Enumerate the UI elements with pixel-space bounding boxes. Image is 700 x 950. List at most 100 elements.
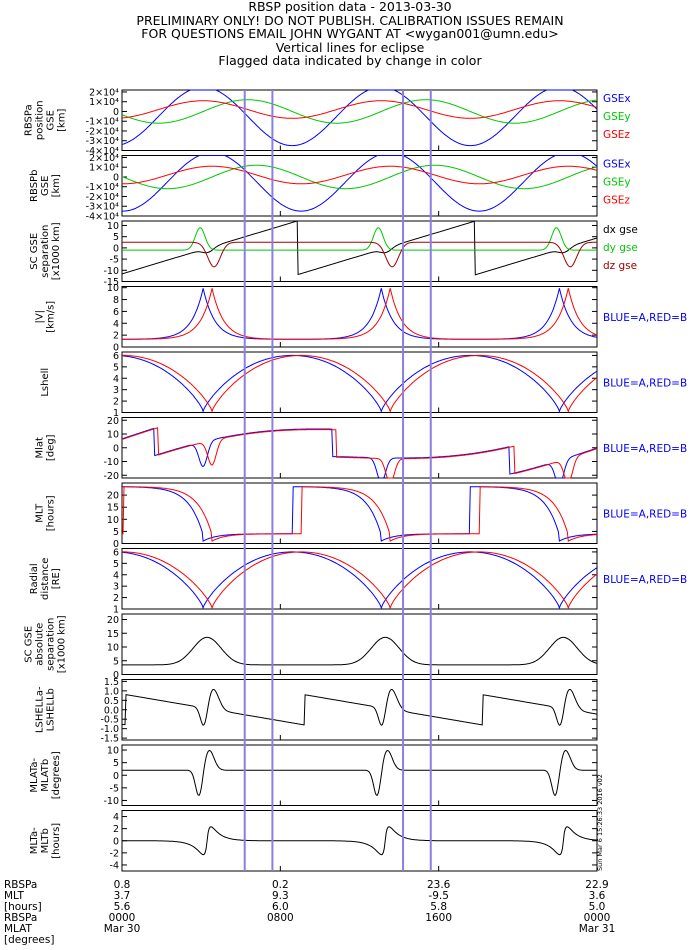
panel-frame-sc-separation (121, 220, 598, 282)
y-axis-label-velocity: [km/s] (46, 301, 57, 333)
y-axis-label-lshell: Lshell (40, 368, 51, 397)
panel-frame-lshell-diff (121, 679, 598, 741)
y-axis-label-rbspa-gse: position (35, 100, 46, 140)
series-line-lshell-0 (121, 354, 598, 413)
warning-line: PRELIMINARY ONLY! DO NOT PUBLISH. CALIBR… (136, 12, 564, 28)
y-tick-label: -20 (103, 471, 119, 482)
legend-entry: GSEx (603, 93, 631, 105)
series-line-rbspa-gse-0 (121, 89, 598, 147)
y-tick-label: -4×10⁴ (86, 146, 120, 157)
series-line-radial-distance-1 (122, 551, 598, 610)
series-line-rbspb-gse-1 (121, 164, 598, 190)
y-tick-label: -1×10⁴ (86, 182, 120, 193)
legend-entry: BLUE=A,RED=B (603, 312, 687, 324)
y-tick-label: 1×10⁴ (89, 163, 119, 174)
series-line-rbspa-gse-2 (121, 100, 598, 119)
contact-line: FOR QUESTIONS EMAIL JOHN WYGANT AT <wyga… (141, 26, 559, 41)
chart-header: RBSP position data - 2013-03-30 PRELIMIN… (0, 0, 700, 68)
panel-frame-mlt (121, 482, 598, 544)
y-tick-label: 5 (113, 527, 119, 538)
eclipse-note: Vertical lines for eclipse (275, 39, 425, 55)
legend-entry: dx gse (603, 224, 638, 236)
y-axis-label-lshell-diff: LSHELLa- (35, 686, 46, 733)
legend-entry: GSEx (603, 159, 631, 171)
flag-note: Flagged data indicated by change in colo… (218, 53, 482, 68)
y-tick-label: 20 (107, 416, 119, 427)
panel-frame-abs-separation (121, 613, 598, 675)
y-axis-label-rbspa-gse: [km] (57, 108, 68, 131)
y-tick-label: 6 (113, 351, 119, 362)
y-axis-label-mlat-diff: MLATa- (29, 758, 40, 793)
y-axis-label-rbspb-gse: [km] (51, 174, 62, 197)
y-axis-label-mlat: [deg] (46, 434, 57, 461)
series-line-lshell-1 (122, 354, 598, 413)
series-line-velocity-1 (122, 288, 598, 340)
y-axis-label-mlt: MLT (35, 503, 46, 523)
y-tick-label: 0.5 (104, 696, 119, 707)
y-tick-label: 1×10⁴ (89, 97, 119, 108)
y-tick-label: 10 (107, 430, 119, 441)
y-axis-label-radial-distance: [RE] (51, 568, 62, 589)
y-tick-label: -1×10⁴ (86, 117, 120, 128)
series-line-mlt-0 (122, 486, 598, 542)
legend-entry: GSEy (603, 111, 631, 123)
y-axis-label-abs-separation: [x1000 km] (57, 615, 68, 673)
y-tick-label: 3 (113, 385, 119, 396)
y-tick-label: 2 (113, 397, 119, 408)
y-axis-label-lshell-diff: LSHELLb (46, 688, 57, 731)
y-tick-label: -4 (110, 860, 119, 871)
panel-frame-lshell (121, 351, 598, 413)
y-axis-label-mlt-diff: MLTb (40, 828, 51, 853)
legend-entry: GSEz (603, 129, 630, 141)
y-tick-label: 4 (113, 812, 119, 823)
y-tick-label: 10 (107, 515, 119, 526)
y-tick-label: 2 (113, 331, 119, 342)
y-axis-label-radial-distance: distance (40, 558, 51, 600)
y-tick-label: 1 (113, 408, 119, 419)
y-axis-label-velocity: |V| (35, 310, 46, 324)
series-line-mlat-diff-0 (122, 749, 597, 796)
y-axis-label-mlat-diff: [degrees] (51, 751, 62, 799)
y-tick-label: 1.0 (104, 686, 119, 697)
y-tick-label: 1 (113, 605, 119, 616)
y-tick-label: -10 (103, 266, 119, 277)
y-tick-label: -3×10⁴ (86, 136, 120, 147)
y-tick-label: 8 (113, 295, 119, 306)
y-tick-label: 10 (107, 283, 119, 294)
y-tick-label: 0 (113, 771, 119, 782)
y-tick-label: -1.0 (100, 724, 119, 735)
y-axis-label-rbspb-gse: GSE (40, 176, 51, 196)
y-tick-label: 10 (107, 746, 119, 757)
legend-entry: BLUE=A,RED=B (603, 574, 687, 586)
y-tick-label: -0.5 (100, 715, 119, 726)
panel-frame-rbspb-gse (121, 155, 598, 217)
y-tick-label: 0 (113, 539, 119, 550)
series-line-lshell-diff-0 (121, 689, 598, 726)
panel-frame-mlat-diff (121, 744, 598, 806)
y-tick-label: -5 (110, 255, 119, 266)
legend-entry: dy gse (603, 242, 638, 254)
y-tick-label: 6 (113, 547, 119, 558)
y-tick-label: -2×10⁴ (86, 192, 120, 203)
legend-entry: BLUE=A,RED=B (603, 443, 687, 455)
y-axis-label-mlat-diff: MLATb (40, 759, 51, 792)
y-tick-label: 20 (107, 491, 119, 502)
y-tick-label: 2×10⁴ (89, 153, 119, 164)
y-tick-label: 2 (113, 593, 119, 604)
panel-frame-rbspa-gse (121, 89, 598, 151)
y-axis-label-radial-distance: Radial (29, 563, 40, 594)
panel-frame-radial-distance (121, 548, 598, 610)
y-tick-label: 10 (107, 221, 119, 232)
y-tick-label: 5 (113, 656, 119, 667)
y-axis-label-sc-separation: SC GSE (29, 233, 40, 270)
y-tick-label: 6 (113, 307, 119, 318)
series-line-rbspb-gse-2 (122, 165, 598, 185)
y-tick-label: 4 (113, 570, 119, 581)
y-axis-label-rbspa-gse: GSE (46, 110, 57, 130)
series-line-mlat-1 (121, 427, 598, 479)
timestamp-stamp: Sun Mar 6 15:26:33 2016 v02 (596, 774, 604, 871)
y-tick-label: 1.5 (104, 677, 119, 688)
legend-entry: BLUE=A,RED=B (603, 377, 687, 389)
y-tick-label: 4 (113, 374, 119, 385)
y-tick-label: 3 (113, 582, 119, 593)
